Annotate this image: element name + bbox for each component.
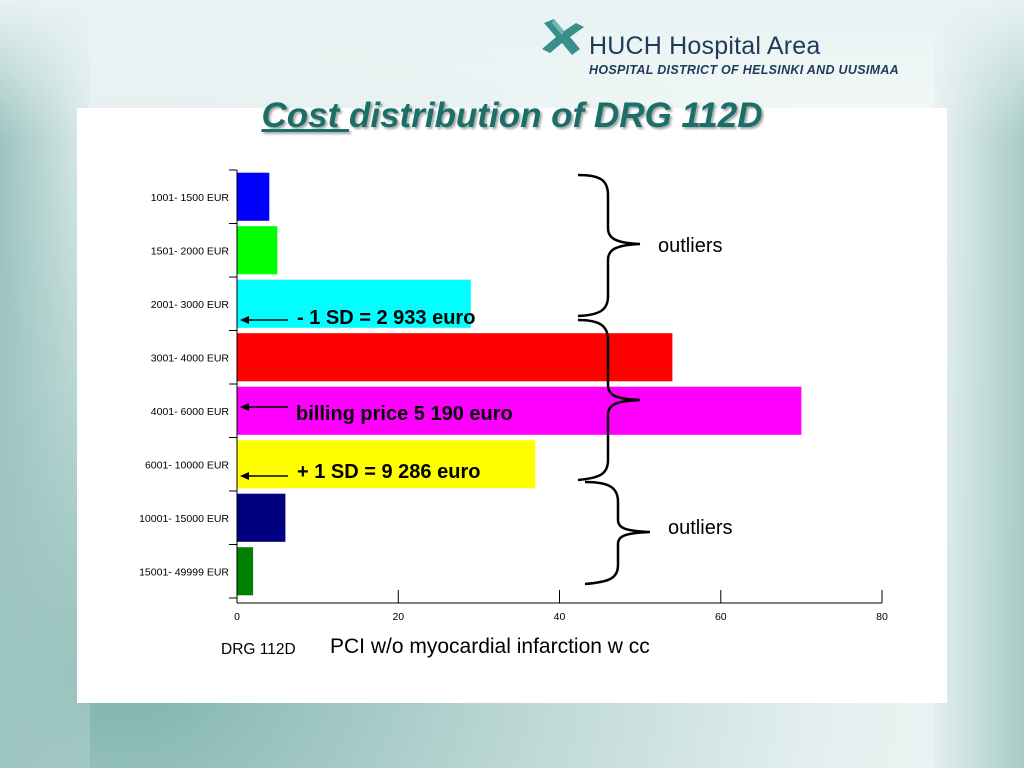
logo-title: HUCH Hospital Area [589,32,821,60]
bar-7 [237,493,286,542]
arrow-billing [240,403,288,411]
x-tick-label-40: 40 [554,611,566,623]
bar-5 [237,386,802,435]
brace-top [577,173,641,318]
annotation-plus-sd: + 1 SD = 9 286 euro [297,461,480,483]
arrow-plus-sd [240,472,288,480]
arrow-minus-sd [240,316,288,324]
bar-4 [237,333,673,382]
title-underlined: Cost [261,96,349,135]
page-title: Cost distribution of DRG 112D [0,96,1024,136]
cross-logo-icon [542,19,584,55]
brace-middle [577,318,641,482]
huch-logo: HUCH Hospital Area HOSPITAL DISTRICT OF … [540,15,940,85]
category-label-4: 3001- 4000 EUR [151,352,230,364]
category-label-2: 1501- 2000 EUR [151,245,230,257]
category-label-5: 4001- 6000 EUR [151,406,230,418]
bar-6 [237,440,536,489]
logo-subtitle: HOSPITAL DISTRICT OF HELSINKI AND UUSIMA… [589,63,899,77]
bars-group [237,172,802,596]
bar-8 [237,547,254,596]
category-label-1: 1001- 1500 EUR [151,192,230,204]
brace-bottom [584,480,651,586]
outliers-top-label: outliers [658,235,722,257]
bar-1 [237,172,270,221]
x-tick-label-60: 60 [715,611,727,623]
x-tick-label-20: 20 [392,611,404,623]
annotation-minus-sd: - 1 SD = 2 933 euro [297,307,475,329]
category-label-6: 6001- 10000 EUR [145,459,229,471]
category-label-7: 10001- 15000 EUR [139,513,229,525]
annotation-billing: billing price 5 190 euro [296,403,513,425]
bar-2 [237,226,278,275]
axes-group: 0 20 40 60 80 [229,169,888,623]
category-label-3: 2001- 3000 EUR [151,299,230,311]
x-tick-label-0: 0 [234,611,240,623]
footer-drg-code: DRG 112D [221,641,296,658]
footer-description: PCI w/o myocardial infarction w cc [330,635,650,658]
outliers-bottom-label: outliers [668,517,732,539]
category-label-8: 15001- 49999 EUR [139,566,229,578]
category-labels: 1001- 1500 EUR 1501- 2000 EUR 2001- 3000 E… [139,192,230,578]
x-tick-label-80: 80 [876,611,888,623]
title-rest: distribution of DRG 112D [348,96,763,135]
